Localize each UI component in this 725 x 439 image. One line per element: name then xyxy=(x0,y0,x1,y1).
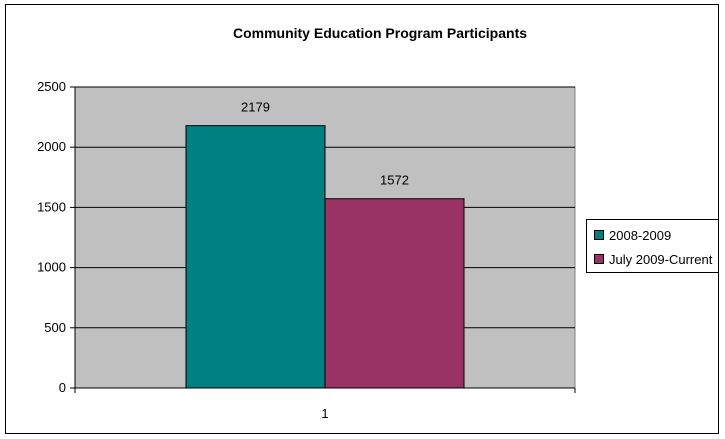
y-tick-label: 2500 xyxy=(37,79,66,94)
x-tick-label: 1 xyxy=(321,406,328,421)
data-label-2: 1572 xyxy=(380,173,409,188)
data-label-1: 2179 xyxy=(241,100,270,115)
chart-svg: Community Education Program Participants… xyxy=(37,25,576,421)
legend-swatch-series-2 xyxy=(594,254,604,264)
y-tick-label: 1000 xyxy=(37,260,66,275)
bar-2 xyxy=(324,198,465,389)
y-tick-label: 0 xyxy=(59,380,66,395)
legend-label-series-2: July 2009-Current xyxy=(609,251,713,267)
chart-legend: 2008-2009 July 2009-Current xyxy=(586,219,718,273)
legend-label-series-1: 2008-2009 xyxy=(609,227,672,243)
bar-1 xyxy=(185,125,326,389)
legend-item-series-1: 2008-2009 xyxy=(594,227,672,243)
chart-title: Community Education Program Participants xyxy=(233,25,527,41)
y-tick-label: 500 xyxy=(44,320,66,335)
y-tick-label: 1500 xyxy=(37,199,66,214)
plot-area: 0 500 1000 1500 2000 2500 2179 1572 1 xyxy=(37,79,576,421)
legend-item-series-2: July 2009-Current xyxy=(594,251,713,267)
chart-area: Community Education Program Participants… xyxy=(5,4,719,434)
legend-swatch-series-1 xyxy=(594,230,604,240)
y-tick-label: 2000 xyxy=(37,139,66,154)
